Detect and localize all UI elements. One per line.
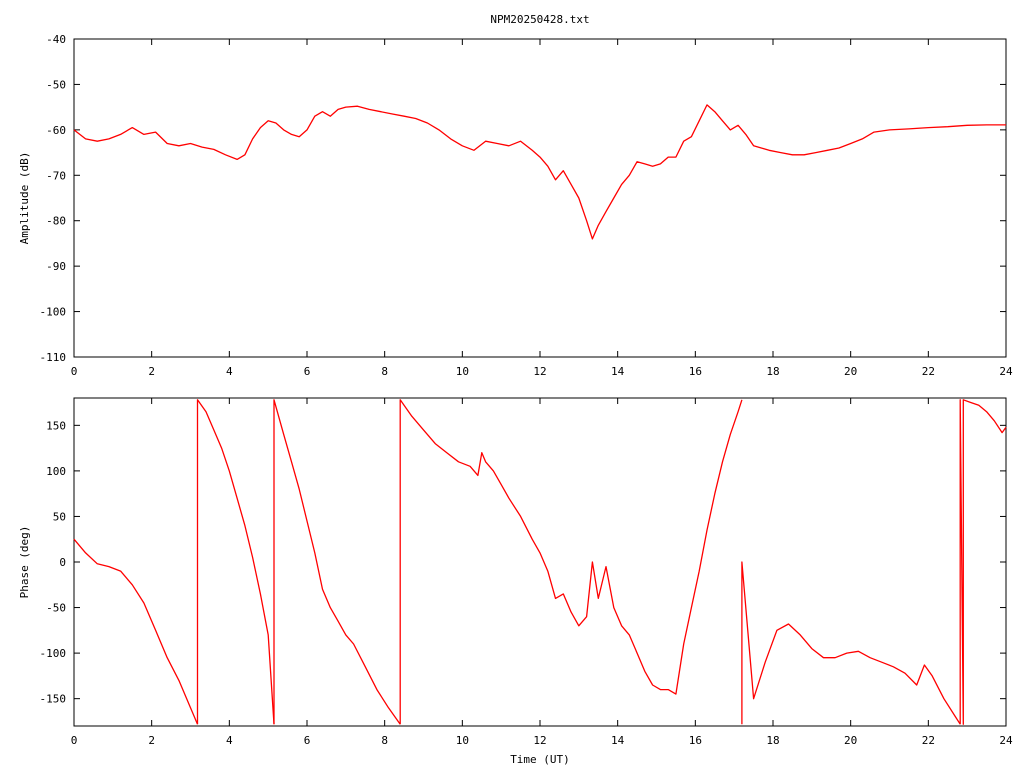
phase-series-line-3	[399, 399, 743, 725]
amplitude-axis-ticks: 0 2 4 6 8 10 12 14 16 18 20 22 24-40-50-60-70-80-90-…	[40, 33, 1013, 378]
chart-title: NPM20250428.txt	[490, 13, 589, 26]
phase-x-tick-label: 2	[148, 734, 155, 747]
phase-series-line-5	[959, 399, 1007, 725]
phase-series-line-2	[273, 399, 401, 725]
amplitude-panel: NPM20250428.txt 0 2 4 6 8 10 12 14 16 18 20 22 24-40…	[18, 13, 1013, 378]
phase-y-tick-label: 0	[59, 556, 66, 569]
phase-y-tick-label: -150	[40, 693, 67, 706]
amplitude-x-tick-label: 16	[689, 365, 702, 378]
phase-x-tick-label: 0	[71, 734, 78, 747]
phase-y-tick-label: -100	[40, 647, 67, 660]
amplitude-x-tick-label: 22	[922, 365, 935, 378]
amplitude-plot-frame	[73, 38, 1007, 358]
amplitude-x-tick-label: 10	[456, 365, 469, 378]
phase-x-tick-label: 10	[456, 734, 469, 747]
amplitude-y-axis-label: Amplitude (dB)	[18, 152, 31, 245]
phase-y-tick-label: -50	[46, 602, 66, 615]
amplitude-series-line-0	[73, 104, 1006, 240]
phase-series-line-1	[196, 399, 275, 725]
amplitude-y-tick-label: -50	[46, 78, 66, 91]
phase-y-tick-label: 100	[46, 465, 66, 478]
phase-x-tick-label: 16	[689, 734, 702, 747]
phase-x-tick-label: 8	[381, 734, 388, 747]
phase-x-tick-label: 20	[844, 734, 857, 747]
amplitude-y-tick-label: -110	[40, 351, 67, 364]
amplitude-x-tick-label: 12	[533, 365, 546, 378]
amplitude-x-tick-label: 2	[148, 365, 155, 378]
phase-x-tick-label: 4	[226, 734, 233, 747]
x-axis-label: Time (UT)	[510, 753, 570, 766]
phase-y-tick-label: 50	[53, 510, 66, 523]
amplitude-series	[73, 104, 1006, 240]
phase-x-tick-label: 24	[999, 734, 1013, 747]
phase-x-tick-label: 12	[533, 734, 546, 747]
amplitude-y-tick-label: -60	[46, 124, 66, 137]
phase-x-tick-label: 6	[304, 734, 311, 747]
amplitude-x-tick-label: 14	[611, 365, 625, 378]
amplitude-x-tick-label: 24	[999, 365, 1013, 378]
amplitude-x-tick-label: 18	[766, 365, 779, 378]
phase-panel: 0 2 4 6 8 10 12 14 16 18 20 22 24150100500-50-100-15…	[18, 397, 1013, 766]
phase-series	[73, 399, 1007, 725]
phase-x-tick-label: 22	[922, 734, 935, 747]
amplitude-y-tick-label: -100	[40, 306, 67, 319]
phase-y-axis-label: Phase (deg)	[18, 526, 31, 599]
phase-series-line-0	[73, 538, 199, 725]
amplitude-y-tick-label: -40	[46, 33, 66, 46]
amplitude-x-tick-label: 20	[844, 365, 857, 378]
amplitude-y-tick-label: -80	[46, 215, 66, 228]
phase-x-tick-label: 18	[766, 734, 779, 747]
amplitude-x-tick-label: 6	[304, 365, 311, 378]
amplitude-x-tick-label: 4	[226, 365, 233, 378]
amplitude-y-tick-label: -70	[46, 169, 66, 182]
phase-axis-ticks: 0 2 4 6 8 10 12 14 16 18 20 22 24150100500-50-100-15…	[40, 398, 1013, 747]
amplitude-x-tick-label: 0	[71, 365, 78, 378]
phase-x-tick-label: 14	[611, 734, 625, 747]
phase-series-line-4	[741, 561, 961, 725]
phase-plot-frame	[73, 397, 1007, 727]
phase-y-tick-label: 150	[46, 419, 66, 432]
amplitude-y-tick-label: -90	[46, 260, 66, 273]
amplitude-x-tick-label: 8	[381, 365, 388, 378]
